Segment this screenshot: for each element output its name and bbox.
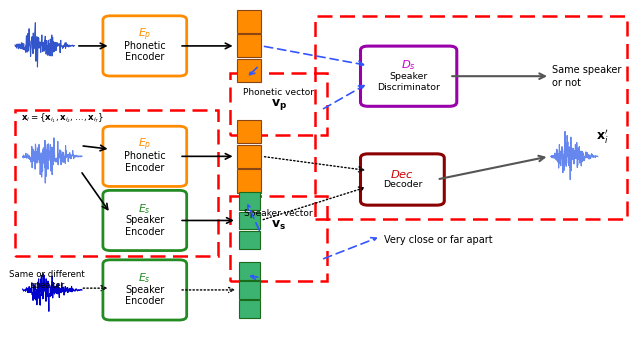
Text: $E_p$: $E_p$ (138, 26, 152, 43)
FancyBboxPatch shape (103, 190, 187, 251)
FancyBboxPatch shape (239, 300, 260, 318)
Text: Phonetic: Phonetic (124, 151, 166, 161)
Text: $E_p$: $E_p$ (138, 137, 152, 153)
FancyBboxPatch shape (239, 231, 260, 248)
FancyBboxPatch shape (237, 145, 261, 168)
Text: Encoder: Encoder (125, 296, 164, 306)
Text: Encoder: Encoder (125, 52, 164, 62)
Text: Speaker: Speaker (125, 215, 164, 225)
Text: Same or different
speaker: Same or different speaker (10, 270, 85, 290)
Text: $\mathbf{v_p}$: $\mathbf{v_p}$ (271, 97, 287, 112)
Bar (230, 196, 328, 281)
Text: $E_s$: $E_s$ (138, 202, 151, 216)
Text: $\mathbf{v_s}$: $\mathbf{v_s}$ (271, 219, 286, 232)
Text: Phonetic: Phonetic (124, 41, 166, 51)
Text: $E_s$: $E_s$ (138, 272, 151, 285)
Text: Same speaker
or not: Same speaker or not (552, 65, 622, 88)
FancyBboxPatch shape (237, 10, 261, 33)
Text: Decoder: Decoder (383, 180, 422, 189)
FancyBboxPatch shape (237, 59, 261, 82)
FancyBboxPatch shape (237, 120, 261, 143)
Bar (15, 110, 218, 256)
Text: $\mathbf{x}_i = \{\mathbf{x}_{i_1}, \mathbf{x}_{i_2}, \ldots, \mathbf{x}_{i_T}\}: $\mathbf{x}_i = \{\mathbf{x}_{i_1}, \mat… (21, 111, 104, 125)
Text: Encoder: Encoder (125, 163, 164, 173)
FancyBboxPatch shape (239, 192, 260, 210)
Text: Speaker: Speaker (125, 285, 164, 295)
Text: Speaker vector: Speaker vector (244, 209, 313, 218)
FancyBboxPatch shape (360, 154, 444, 205)
FancyBboxPatch shape (103, 16, 187, 76)
FancyBboxPatch shape (237, 169, 261, 192)
FancyBboxPatch shape (360, 46, 457, 106)
FancyBboxPatch shape (103, 260, 187, 320)
FancyBboxPatch shape (237, 34, 261, 57)
Text: Very close or far apart: Very close or far apart (383, 235, 492, 245)
FancyBboxPatch shape (239, 211, 260, 229)
FancyBboxPatch shape (239, 262, 260, 280)
Bar (230, 73, 328, 135)
Text: Discriminator: Discriminator (377, 83, 440, 92)
Text: $D_s$: $D_s$ (401, 58, 416, 72)
Bar (315, 16, 627, 219)
FancyBboxPatch shape (103, 126, 187, 186)
FancyBboxPatch shape (239, 281, 260, 299)
Text: Speaker: Speaker (390, 72, 428, 81)
Text: $\mathbf{x}_i'$: $\mathbf{x}_i'$ (596, 128, 609, 146)
Text: Phonetic vector: Phonetic vector (243, 88, 314, 97)
Text: $Dec$: $Dec$ (390, 168, 415, 180)
Text: Encoder: Encoder (125, 227, 164, 237)
